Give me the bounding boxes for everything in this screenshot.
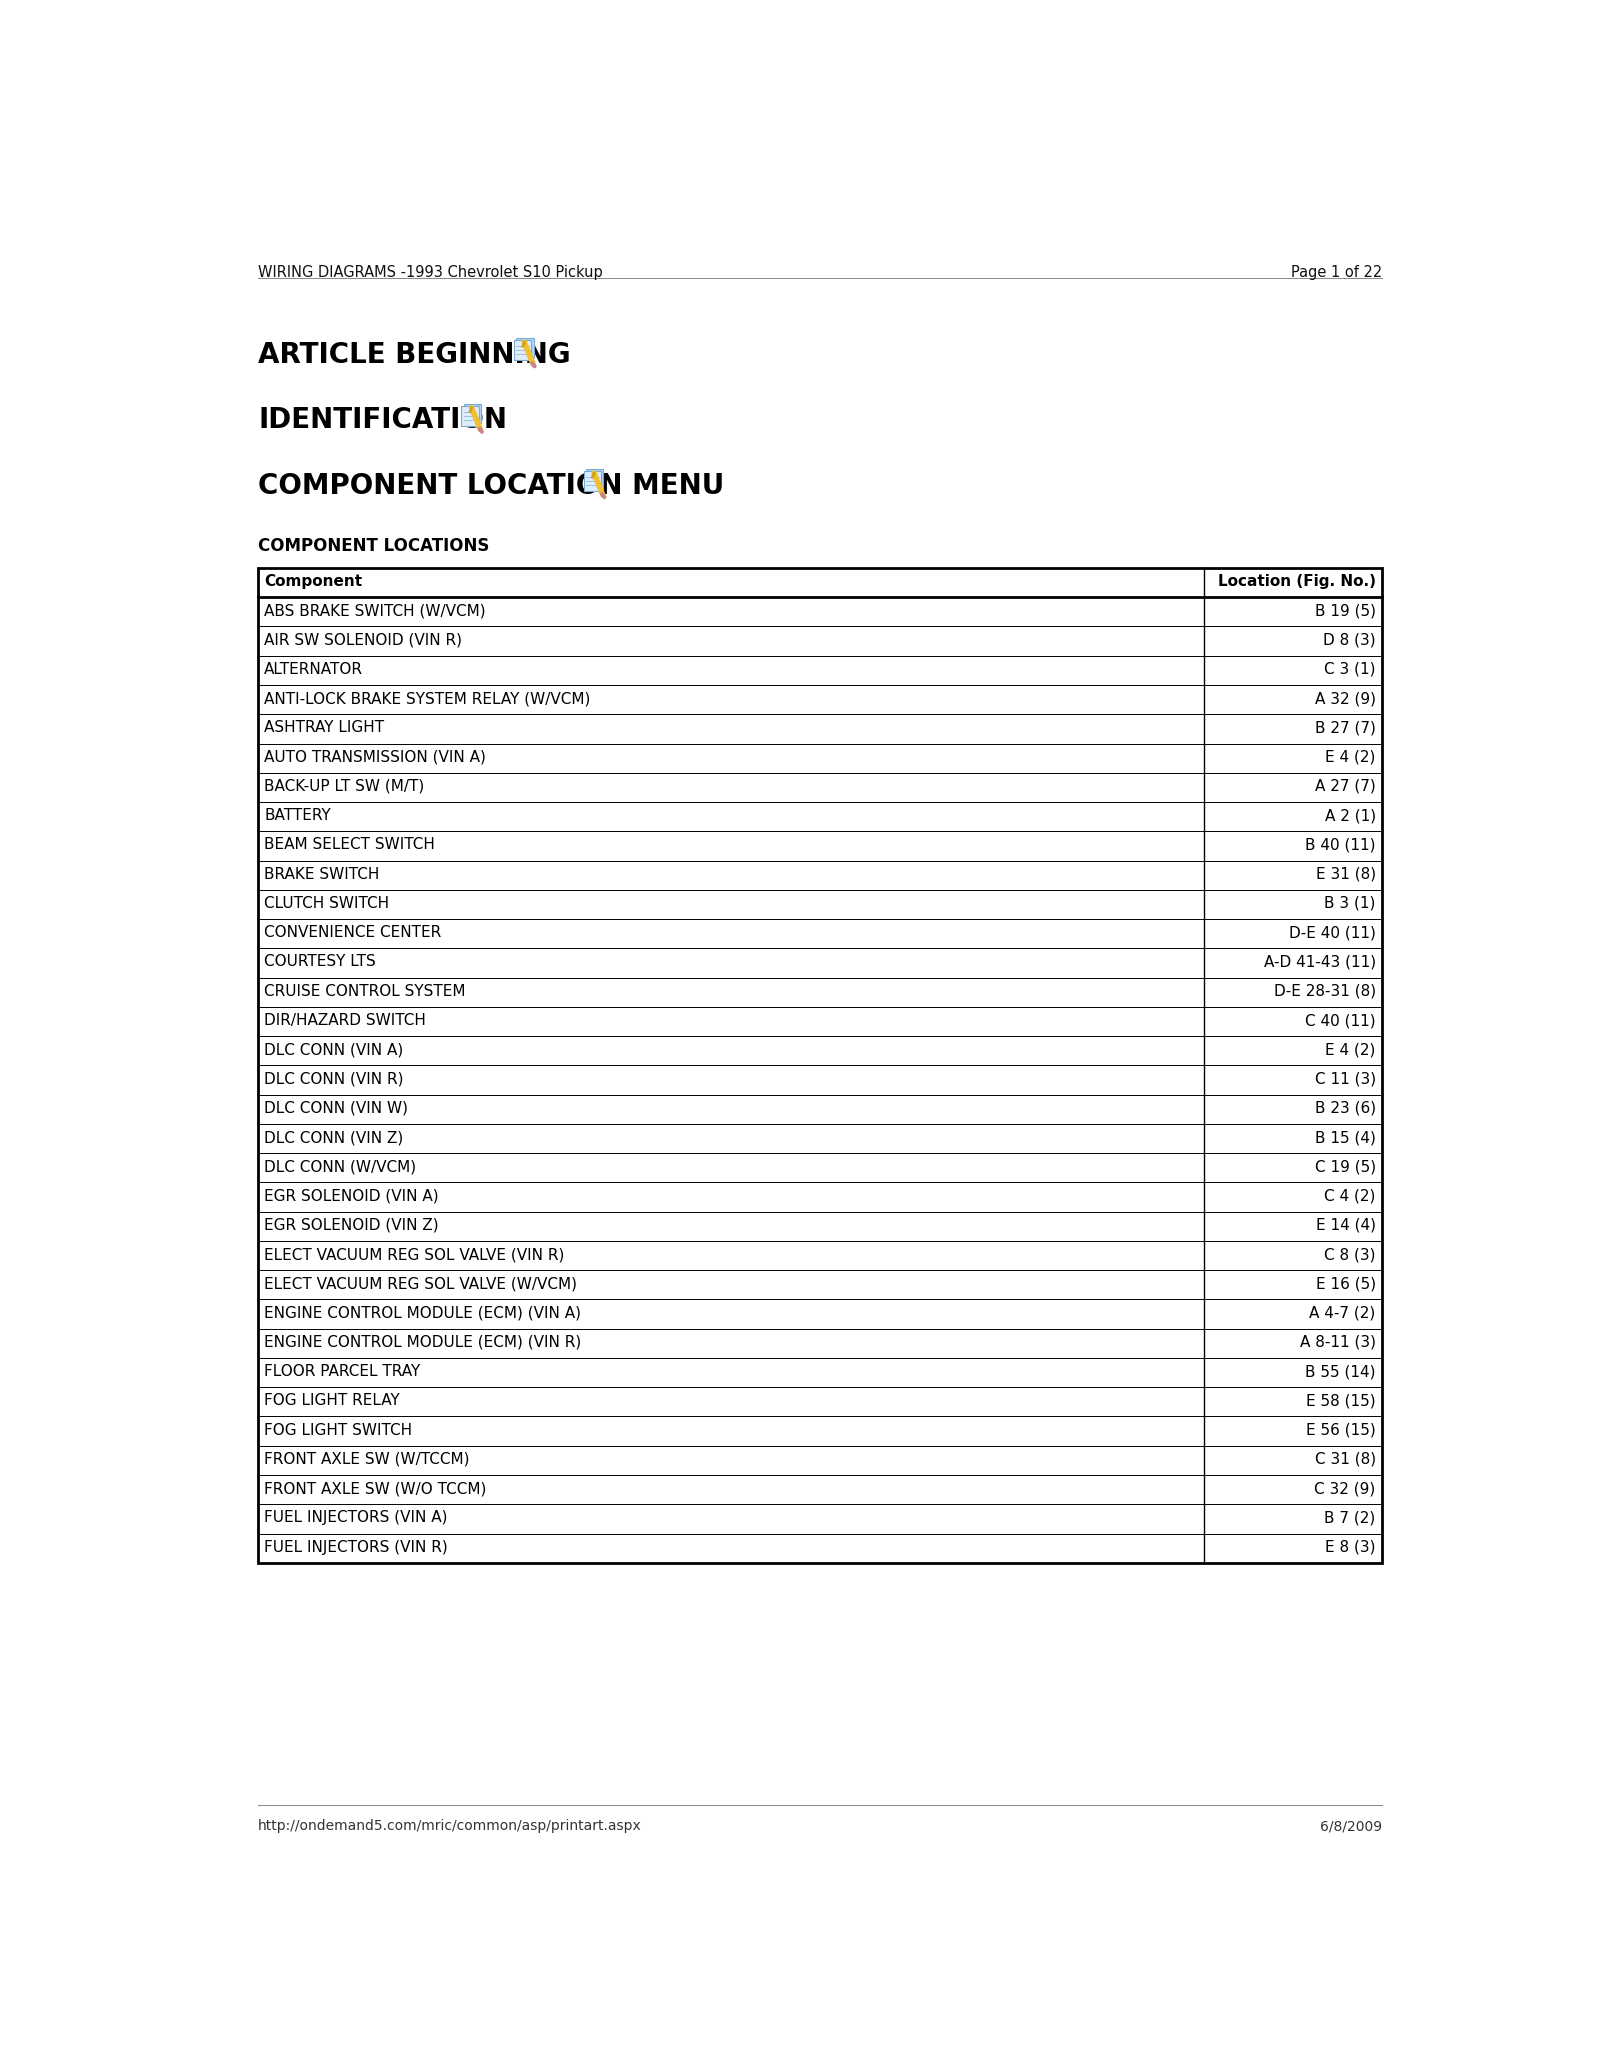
Text: E 16 (5): E 16 (5) — [1315, 1277, 1376, 1292]
Text: C 8 (3): C 8 (3) — [1325, 1246, 1376, 1263]
Text: A 32 (9): A 32 (9) — [1315, 691, 1376, 706]
Text: C 32 (9): C 32 (9) — [1315, 1482, 1376, 1497]
Text: A-D 41-43 (11): A-D 41-43 (11) — [1264, 954, 1376, 969]
Text: Location (Fig. No.): Location (Fig. No.) — [1218, 573, 1376, 590]
Text: D 8 (3): D 8 (3) — [1323, 633, 1376, 648]
Bar — [464, 404, 482, 422]
Text: E 56 (15): E 56 (15) — [1306, 1422, 1376, 1439]
Bar — [584, 472, 602, 491]
Text: DLC CONN (VIN W): DLC CONN (VIN W) — [264, 1101, 408, 1116]
Text: FRONT AXLE SW (W/TCCM): FRONT AXLE SW (W/TCCM) — [264, 1451, 470, 1468]
Text: B 7 (2): B 7 (2) — [1325, 1511, 1376, 1526]
Text: A 2 (1): A 2 (1) — [1325, 807, 1376, 824]
Text: BRAKE SWITCH: BRAKE SWITCH — [264, 867, 379, 882]
Text: ENGINE CONTROL MODULE (ECM) (VIN R): ENGINE CONTROL MODULE (ECM) (VIN R) — [264, 1335, 581, 1350]
Text: E 4 (2): E 4 (2) — [1325, 749, 1376, 764]
Text: D-E 28-31 (8): D-E 28-31 (8) — [1274, 983, 1376, 998]
Text: FUEL INJECTORS (VIN R): FUEL INJECTORS (VIN R) — [264, 1540, 448, 1555]
Text: C 31 (8): C 31 (8) — [1315, 1451, 1376, 1468]
Text: EGR SOLENOID (VIN Z): EGR SOLENOID (VIN Z) — [264, 1217, 438, 1234]
Text: FLOOR PARCEL TRAY: FLOOR PARCEL TRAY — [264, 1364, 421, 1379]
Text: WIRING DIAGRAMS -1993 Chevrolet S10 Pickup: WIRING DIAGRAMS -1993 Chevrolet S10 Pick… — [258, 265, 603, 279]
Text: 6/8/2009: 6/8/2009 — [1320, 1820, 1382, 1834]
Text: COMPONENT LOCATIONS: COMPONENT LOCATIONS — [258, 536, 490, 555]
Text: BACK-UP LT SW (M/T): BACK-UP LT SW (M/T) — [264, 778, 424, 795]
Text: ELECT VACUUM REG SOL VALVE (W/VCM): ELECT VACUUM REG SOL VALVE (W/VCM) — [264, 1277, 578, 1292]
Text: AUTO TRANSMISSION (VIN A): AUTO TRANSMISSION (VIN A) — [264, 749, 486, 764]
Bar — [258, 567, 1382, 1563]
Text: BEAM SELECT SWITCH: BEAM SELECT SWITCH — [264, 838, 435, 853]
Text: A 4-7 (2): A 4-7 (2) — [1309, 1306, 1376, 1321]
Text: E 31 (8): E 31 (8) — [1315, 867, 1376, 882]
Text: A 27 (7): A 27 (7) — [1315, 778, 1376, 795]
Text: DLC CONN (VIN Z): DLC CONN (VIN Z) — [264, 1130, 403, 1145]
Text: DIR/HAZARD SWITCH: DIR/HAZARD SWITCH — [264, 1012, 426, 1029]
Text: CRUISE CONTROL SYSTEM: CRUISE CONTROL SYSTEM — [264, 983, 466, 998]
Text: http://ondemand5.com/mric/common/asp/printart.aspx: http://ondemand5.com/mric/common/asp/pri… — [258, 1820, 642, 1834]
Text: B 40 (11): B 40 (11) — [1306, 838, 1376, 853]
Text: E 4 (2): E 4 (2) — [1325, 1043, 1376, 1058]
Text: ENGINE CONTROL MODULE (ECM) (VIN A): ENGINE CONTROL MODULE (ECM) (VIN A) — [264, 1306, 581, 1321]
Text: B 23 (6): B 23 (6) — [1315, 1101, 1376, 1116]
Bar — [517, 337, 534, 358]
Text: CLUTCH SWITCH: CLUTCH SWITCH — [264, 896, 389, 911]
Text: ABS BRAKE SWITCH (W/VCM): ABS BRAKE SWITCH (W/VCM) — [264, 602, 486, 619]
Text: DLC CONN (VIN A): DLC CONN (VIN A) — [264, 1043, 403, 1058]
Text: ANTI-LOCK BRAKE SYSTEM RELAY (W/VCM): ANTI-LOCK BRAKE SYSTEM RELAY (W/VCM) — [264, 691, 590, 706]
Text: CONVENIENCE CENTER: CONVENIENCE CENTER — [264, 925, 442, 940]
Text: AIR SW SOLENOID (VIN R): AIR SW SOLENOID (VIN R) — [264, 633, 462, 648]
Text: B 3 (1): B 3 (1) — [1325, 896, 1376, 911]
Text: ALTERNATOR: ALTERNATOR — [264, 662, 363, 677]
Bar — [461, 406, 478, 426]
Text: C 40 (11): C 40 (11) — [1306, 1012, 1376, 1029]
Text: C 19 (5): C 19 (5) — [1315, 1159, 1376, 1174]
Text: FUEL INJECTORS (VIN A): FUEL INJECTORS (VIN A) — [264, 1511, 448, 1526]
Text: E 58 (15): E 58 (15) — [1306, 1393, 1376, 1408]
Text: C 11 (3): C 11 (3) — [1315, 1072, 1376, 1087]
Text: B 15 (4): B 15 (4) — [1315, 1130, 1376, 1145]
Text: ARTICLE BEGINNING: ARTICLE BEGINNING — [258, 342, 571, 368]
Text: IDENTIFICATION: IDENTIFICATION — [258, 406, 507, 435]
Text: COURTESY LTS: COURTESY LTS — [264, 954, 376, 969]
Text: ELECT VACUUM REG SOL VALVE (VIN R): ELECT VACUUM REG SOL VALVE (VIN R) — [264, 1246, 565, 1263]
Text: B 19 (5): B 19 (5) — [1315, 602, 1376, 619]
Text: C 4 (2): C 4 (2) — [1325, 1188, 1376, 1203]
Text: FOG LIGHT SWITCH: FOG LIGHT SWITCH — [264, 1422, 413, 1439]
Text: C 3 (1): C 3 (1) — [1325, 662, 1376, 677]
Text: FOG LIGHT RELAY: FOG LIGHT RELAY — [264, 1393, 400, 1408]
Text: FRONT AXLE SW (W/O TCCM): FRONT AXLE SW (W/O TCCM) — [264, 1482, 486, 1497]
Text: EGR SOLENOID (VIN A): EGR SOLENOID (VIN A) — [264, 1188, 438, 1203]
Text: ASHTRAY LIGHT: ASHTRAY LIGHT — [264, 720, 384, 735]
Text: BATTERY: BATTERY — [264, 807, 331, 824]
Text: B 27 (7): B 27 (7) — [1315, 720, 1376, 735]
Text: Component: Component — [264, 573, 363, 590]
Text: COMPONENT LOCATION MENU: COMPONENT LOCATION MENU — [258, 472, 725, 499]
Text: A 8-11 (3): A 8-11 (3) — [1299, 1335, 1376, 1350]
Bar — [586, 470, 603, 489]
Text: E 8 (3): E 8 (3) — [1325, 1540, 1376, 1555]
Text: DLC CONN (VIN R): DLC CONN (VIN R) — [264, 1072, 403, 1087]
Text: DLC CONN (W/VCM): DLC CONN (W/VCM) — [264, 1159, 416, 1174]
Text: E 14 (4): E 14 (4) — [1315, 1217, 1376, 1234]
Bar — [514, 339, 531, 360]
Text: Page 1 of 22: Page 1 of 22 — [1291, 265, 1382, 279]
Text: B 55 (14): B 55 (14) — [1306, 1364, 1376, 1379]
Text: D-E 40 (11): D-E 40 (11) — [1290, 925, 1376, 940]
